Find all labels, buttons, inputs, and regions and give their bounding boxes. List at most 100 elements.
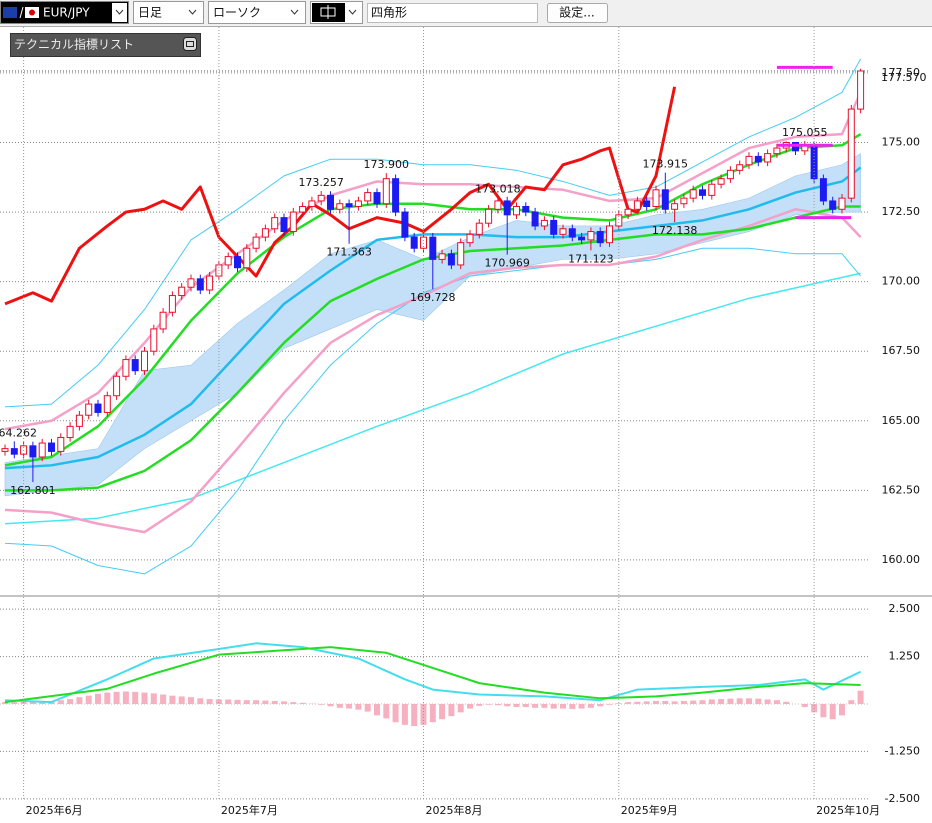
indicator-list-button[interactable]: テクニカル指標リスト [10,33,201,57]
price-annotation: 173.018 [475,183,521,196]
settings-button[interactable] [547,3,608,23]
candle-body [708,183,716,196]
histogram-bar [578,704,585,709]
histogram-bar [141,692,148,705]
settings-label: 設定... [559,5,594,20]
indicator-list-box [10,33,201,57]
candle-body [85,403,93,416]
candle-body [187,278,195,288]
histogram-bar [429,704,436,723]
dropdown-arrow [188,9,197,15]
histogram-bar [801,704,808,708]
candle-body [578,236,586,241]
histogram-bar [160,694,167,705]
candle-body [271,217,279,230]
histogram-bar [541,704,548,708]
y-tick-label: 1.250 [889,650,921,663]
histogram-bar [764,699,771,705]
period-select[interactable]: 日足 [133,1,204,24]
period-box [133,1,204,24]
chart-style-box [208,1,306,24]
x-tick-label: 2025年7月 [221,803,278,817]
candle-body [429,236,437,260]
price-annotation: 175.055 [782,126,828,139]
candle-body [178,286,186,297]
candle-body [699,189,706,196]
histogram-bar [857,690,864,705]
candle-body [392,178,400,213]
histogram-bar [374,704,380,716]
histogram-bar [57,700,64,705]
candle-body [596,231,604,244]
symbol-select[interactable]: EUR/JPY [0,1,129,24]
candle-body [141,350,148,372]
candle-body [48,442,55,452]
chart-style-select[interactable]: ローソク [208,1,306,24]
y-tick-label: 2.500 [889,602,921,615]
histogram-bar [457,704,464,713]
candle-body [289,211,297,233]
candle-body [447,253,455,266]
histogram-bar [178,696,185,705]
candle-body [29,445,37,458]
dropdown-button [112,3,127,22]
candle-body [401,211,409,238]
histogram-bar [67,699,74,705]
indicator-line [4,646,861,704]
histogram-bar [113,691,120,705]
candle-body [745,155,753,166]
candle-body [224,256,232,266]
histogram-bar [411,704,418,727]
histogram-bar [448,704,455,717]
candle-body [494,200,502,210]
histogram-bar [188,697,194,705]
histogram-bar [550,704,557,709]
candle-body [299,206,307,213]
candle-body [122,359,130,377]
candle-body [410,236,418,249]
histogram-bar [132,691,139,705]
candle-body [206,275,214,291]
histogram-bar [606,704,613,705]
candle-body [345,203,353,208]
candle-body [633,200,641,210]
candle-body [680,197,688,205]
indicator-line [4,58,862,408]
jp-flag-dot [29,9,35,16]
x-tick-label: 2025年10月 [816,803,880,817]
shape-field[interactable] [367,3,538,23]
histogram-bar [783,701,790,705]
x-tick-label: 2025年9月 [621,803,678,817]
candle-body [568,228,576,238]
candle-body [773,147,781,155]
histogram-bar [662,700,669,705]
candle-body [168,295,176,313]
histogram-bar [625,702,632,705]
histogram-bar [699,700,706,705]
candle-body [382,178,390,205]
x-tick-label: 2025年6月 [26,803,83,817]
histogram-bar [355,704,362,710]
histogram-bar [671,701,678,705]
price-panel: 164.262 162.801 173.257 171.363 173.900 169.7… [0,58,870,575]
candle-body [280,217,288,233]
histogram-bar [690,700,697,705]
candle-body [550,219,558,235]
histogram-bar [587,704,594,708]
histogram-bar [253,700,260,705]
candle-body [475,222,483,235]
candle-body [522,206,530,213]
candle-body [503,200,511,216]
candle-body [113,375,121,397]
draw-tool-select[interactable] [310,1,363,24]
candle-body [234,256,241,269]
histogram-bar [29,701,36,705]
candle-body [261,228,269,238]
collapse-icon [183,37,197,51]
histogram-bar [736,698,743,705]
histogram-bar [439,704,446,720]
histogram-bar [318,704,325,705]
candle-body [252,236,260,249]
